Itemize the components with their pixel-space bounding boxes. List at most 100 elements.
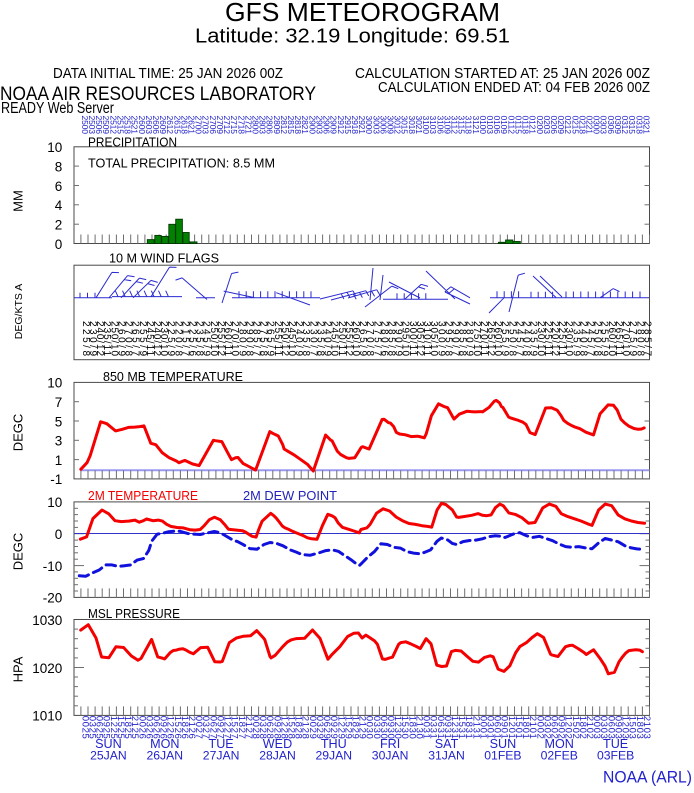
svg-text:265/9: 265/9: [265, 321, 276, 356]
svg-text:DEGC: DEGC: [11, 533, 26, 571]
svg-text:2512: 2512: [108, 116, 118, 135]
svg-text:1828: 1828: [293, 716, 304, 739]
svg-text:250/11: 250/11: [336, 321, 347, 356]
svg-text:2: 2: [55, 218, 63, 233]
svg-text:245/9: 245/9: [201, 321, 212, 356]
svg-text:MSL PRESSURE: MSL PRESSURE: [88, 606, 180, 621]
svg-text:285/8: 285/8: [457, 321, 468, 356]
svg-text:TUE: TUE: [209, 737, 234, 751]
svg-text:0903: 0903: [613, 716, 624, 739]
svg-text:Latitude: 32.19 Longitude: 69: Latitude: 32.19 Longitude: 69.51: [195, 25, 510, 48]
svg-text:2609: 2609: [158, 116, 168, 135]
svg-text:265/9: 265/9: [357, 321, 368, 356]
svg-text:245/10: 245/10: [286, 321, 297, 356]
svg-text:235/8: 235/8: [314, 321, 325, 356]
svg-text:0200: 0200: [535, 116, 545, 135]
svg-text:305/10: 305/10: [428, 321, 439, 356]
svg-text:1825: 1825: [122, 716, 133, 739]
svg-text:2M DEW POINT: 2M DEW POINT: [243, 488, 337, 503]
svg-text:280/6: 280/6: [378, 321, 389, 356]
svg-text:0030: 0030: [364, 716, 375, 739]
svg-text:2721: 2721: [243, 116, 253, 135]
svg-text:0626: 0626: [151, 716, 162, 739]
svg-text:3006: 3006: [378, 116, 388, 135]
svg-text:0901: 0901: [499, 716, 510, 739]
svg-text:0300: 0300: [592, 116, 602, 135]
svg-text:240/12: 240/12: [94, 321, 105, 356]
svg-text:0929: 0929: [328, 716, 339, 739]
svg-text:290/8: 290/8: [243, 321, 254, 356]
svg-text:1827: 1827: [236, 716, 247, 739]
svg-text:2809: 2809: [272, 116, 282, 135]
svg-text:0306: 0306: [606, 116, 616, 135]
svg-text:250/8: 250/8: [592, 321, 603, 356]
svg-text:2700: 2700: [194, 116, 204, 135]
svg-text:270/10: 270/10: [229, 321, 240, 356]
svg-text:0115: 0115: [514, 116, 524, 135]
svg-text:0109: 0109: [499, 116, 509, 135]
svg-text:240/9: 240/9: [293, 321, 304, 356]
svg-text:270/10: 270/10: [620, 321, 631, 356]
svg-text:235/9: 235/9: [528, 321, 539, 356]
svg-text:1526: 1526: [172, 716, 183, 739]
svg-text:290/7: 290/7: [450, 321, 461, 356]
svg-text:FRI: FRI: [380, 737, 400, 751]
svg-text:2918: 2918: [350, 116, 360, 135]
svg-text:255/9: 255/9: [499, 321, 510, 356]
svg-text:2709: 2709: [215, 116, 225, 135]
svg-text:1202: 1202: [563, 716, 574, 739]
svg-text:0: 0: [55, 527, 63, 542]
svg-text:30JAN: 30JAN: [372, 748, 409, 762]
svg-text:245/10: 245/10: [329, 321, 340, 356]
svg-text:0309: 0309: [613, 116, 623, 135]
svg-text:2812: 2812: [279, 116, 289, 135]
svg-text:0321: 0321: [641, 116, 651, 135]
svg-text:2921: 2921: [357, 116, 367, 135]
svg-text:1830: 1830: [406, 716, 417, 739]
svg-text:2800: 2800: [251, 116, 261, 135]
svg-text:255/11: 255/11: [272, 321, 283, 356]
svg-text:3103: 3103: [428, 116, 438, 135]
svg-text:220/12: 220/12: [549, 321, 560, 356]
svg-text:0325: 0325: [87, 716, 98, 739]
svg-text:3115: 3115: [457, 116, 467, 135]
svg-text:2906: 2906: [322, 116, 332, 135]
svg-text:2521: 2521: [130, 116, 140, 135]
svg-text:285/7: 285/7: [641, 321, 652, 356]
svg-text:1802: 1802: [577, 716, 588, 739]
svg-text:29JAN: 29JAN: [316, 748, 353, 762]
svg-text:PRECIPITATION: PRECIPITATION: [88, 134, 177, 149]
svg-text:10 M WIND FLAGS: 10 M WIND FLAGS: [109, 250, 219, 265]
svg-text:1527: 1527: [229, 716, 240, 739]
svg-text:1826: 1826: [179, 716, 190, 739]
svg-text:850 MB TEMPERATURE: 850 MB TEMPERATURE: [103, 369, 243, 384]
svg-text:0100: 0100: [478, 116, 488, 135]
svg-text:TUE: TUE: [603, 737, 628, 751]
svg-text:NOAA (ARL): NOAA (ARL): [603, 769, 692, 787]
svg-text:310/11: 310/11: [421, 321, 432, 356]
svg-text:0931: 0931: [442, 716, 453, 739]
svg-text:1831: 1831: [463, 716, 474, 739]
svg-text:3012: 3012: [393, 116, 403, 135]
svg-text:255/9: 255/9: [137, 321, 148, 356]
svg-text:2615: 2615: [172, 116, 182, 135]
svg-text:305/12: 305/12: [414, 321, 425, 356]
svg-text:1230: 1230: [392, 716, 403, 739]
svg-text:1803: 1803: [634, 716, 645, 739]
svg-text:275/10: 275/10: [471, 321, 482, 356]
svg-text:28JAN: 28JAN: [259, 748, 296, 762]
svg-text:0209: 0209: [556, 116, 566, 135]
svg-text:MON: MON: [545, 737, 574, 751]
svg-text:1226: 1226: [165, 716, 176, 739]
svg-text:0301: 0301: [485, 716, 496, 739]
svg-text:295/10: 295/10: [400, 321, 411, 356]
svg-text:2715: 2715: [229, 116, 239, 135]
svg-text:CALCULATION STARTED AT: 25 JAN: CALCULATION STARTED AT: 25 JAN 2026 00Z: [355, 65, 650, 82]
svg-text:SUN: SUN: [95, 737, 122, 751]
svg-text:280/9: 280/9: [464, 321, 475, 356]
svg-text:2509: 2509: [101, 116, 111, 135]
svg-text:1530: 1530: [399, 716, 410, 739]
svg-text:0928: 0928: [271, 716, 282, 739]
svg-text:0601: 0601: [492, 716, 503, 739]
svg-text:280/9: 280/9: [236, 321, 247, 356]
